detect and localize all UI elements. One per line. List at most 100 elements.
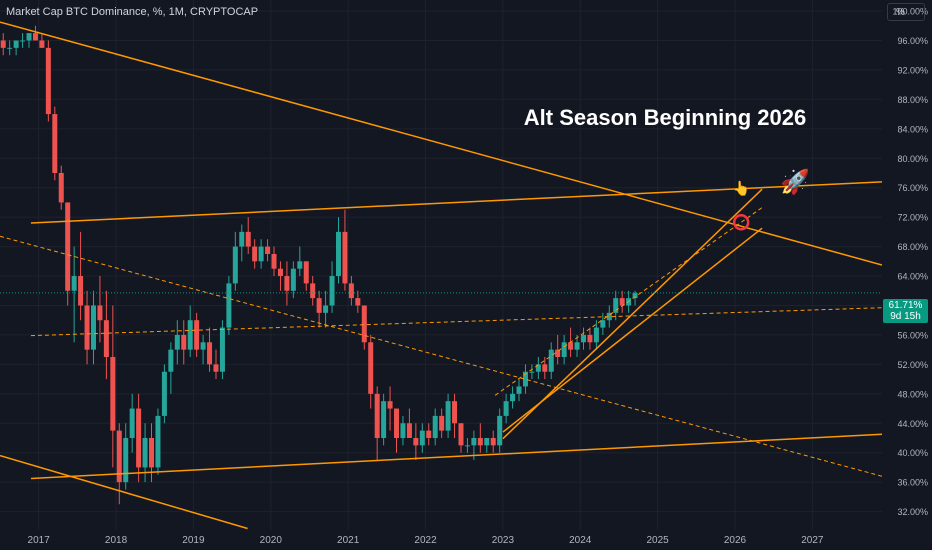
candle: [58, 165, 64, 210]
percent-scale-button[interactable]: %: [887, 3, 925, 21]
candle-body: [310, 283, 316, 299]
candle-body: [381, 401, 387, 438]
candle-body: [58, 172, 64, 203]
candle-body: [277, 268, 283, 277]
candle-body: [84, 305, 90, 350]
candle: [452, 393, 458, 438]
candle-body: [432, 415, 438, 438]
candle: [97, 276, 103, 343]
candle-body: [258, 246, 264, 262]
candle: [361, 305, 367, 350]
candle: [484, 437, 490, 453]
candle: [613, 290, 619, 321]
price-axis[interactable]: 100.00% 96.00% 92.00% 88.00% 84.00% 80.00% 76.…: [882, 0, 932, 530]
candle: [355, 290, 361, 313]
candle-body: [52, 114, 58, 173]
candle-body: [419, 430, 425, 446]
candle: [426, 423, 432, 446]
candle: [419, 423, 425, 453]
candle-body: [32, 33, 38, 41]
candle-body: [39, 40, 45, 48]
candle: [574, 334, 580, 358]
y-tick-label: 100.00%: [892, 7, 928, 17]
candle: [342, 209, 348, 291]
support-line: [30, 433, 882, 480]
candle-body: [78, 276, 84, 306]
candle-body: [155, 415, 161, 468]
x-tick-label: 2021: [337, 535, 360, 546]
rocket-icon: 🚀: [780, 168, 810, 196]
candle: [503, 393, 509, 424]
candle-body: [239, 231, 245, 247]
y-tick-label: 80.00%: [897, 154, 928, 164]
candle-body: [187, 320, 193, 350]
candle: [580, 327, 586, 350]
candle-body: [529, 371, 535, 373]
candle: [297, 246, 303, 277]
candle: [226, 276, 232, 335]
candle-body: [542, 364, 548, 372]
candle: [593, 320, 599, 350]
candle: [265, 239, 271, 262]
candle: [516, 379, 522, 402]
bar-countdown: 9d 15h: [890, 311, 921, 322]
candle: [555, 334, 561, 365]
candle: [323, 290, 329, 328]
candle-body: [303, 261, 309, 284]
candle-body: [26, 33, 32, 41]
candle: [213, 349, 219, 380]
candle: [84, 290, 90, 365]
candle: [497, 408, 503, 453]
candle-body: [290, 268, 296, 291]
candle: [284, 261, 290, 306]
candle: [26, 33, 32, 48]
candle: [90, 290, 96, 365]
pointing-hand-icon: 👆: [732, 180, 749, 197]
candle: [187, 305, 193, 358]
candle: [445, 393, 451, 438]
candle: [200, 334, 206, 365]
candle-body: [149, 437, 155, 468]
time-axis[interactable]: 2017 2018 2019 2020 2021 2022 2023 2024 2025 2026…: [0, 530, 882, 550]
dashed-ascending-line: [30, 307, 882, 337]
x-tick-label: 2023: [492, 535, 515, 546]
y-tick-label: 44.00%: [897, 419, 928, 429]
candle-body: [497, 415, 503, 446]
candle: [45, 40, 51, 122]
chart-grid: [0, 0, 882, 530]
last-price-value: 61.71%: [888, 300, 923, 311]
y-tick-label: 76.00%: [897, 183, 928, 193]
x-tick-label: 2020: [260, 535, 283, 546]
lower-descending-line: [0, 454, 248, 530]
candle-body: [161, 371, 167, 416]
candle: [161, 364, 167, 424]
candle-body: [181, 334, 187, 350]
y-tick-label: 72.00%: [897, 213, 928, 223]
candle: [32, 25, 38, 41]
y-tick-label: 40.00%: [897, 448, 928, 458]
candle: [52, 106, 58, 181]
channel-upper-line: [502, 188, 763, 440]
candle-body: [348, 283, 354, 299]
candle-body: [477, 437, 483, 446]
candle: [310, 276, 316, 306]
candle: [271, 246, 277, 277]
candle: [368, 334, 374, 409]
chart-plot-area[interactable]: 👆 Alt Season Beginning 2026 🚀: [0, 0, 882, 530]
candle-body: [555, 349, 561, 358]
candle-body: [116, 430, 122, 483]
candle: [245, 217, 251, 254]
descending-resistance-line: [0, 21, 882, 266]
candle-body: [613, 298, 619, 313]
candle-body: [426, 430, 432, 438]
candle: [13, 40, 19, 56]
candle-body: [232, 246, 238, 284]
channel-lower-line: [502, 227, 763, 433]
candle-body: [97, 305, 103, 321]
candle-body: [20, 40, 26, 42]
candle-body: [297, 261, 303, 269]
candle: [542, 357, 548, 380]
candle-body: [406, 423, 412, 438]
candle-body: [464, 445, 470, 447]
x-tick-label: 2018: [105, 535, 128, 546]
